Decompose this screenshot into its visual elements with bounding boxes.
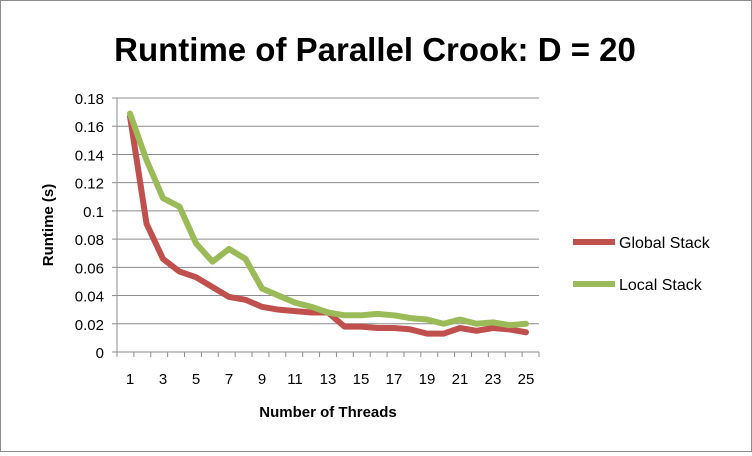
x-tick-label: 17 <box>386 371 403 388</box>
x-tick-label: 25 <box>518 371 535 388</box>
x-tick-label: 15 <box>353 371 370 388</box>
y-tick-label: 0.18 <box>75 91 104 108</box>
y-tick-label: 0.04 <box>75 289 104 306</box>
x-tick-label: 21 <box>452 371 469 388</box>
x-tick-label: 19 <box>419 371 436 388</box>
legend: Global Stack Local Stack <box>573 235 711 294</box>
y-tick-label: 0.02 <box>75 317 104 334</box>
y-tick-label: 0.12 <box>75 176 104 193</box>
y-tick-label: 0.06 <box>75 260 104 277</box>
x-tick-label: 3 <box>159 371 167 388</box>
axes <box>112 97 540 357</box>
series-line-2 <box>127 110 529 329</box>
y-axis-label: Runtime (s) <box>40 184 57 267</box>
series-lines <box>127 110 529 337</box>
x-tick-label: 11 <box>287 371 303 388</box>
x-tick-label: 1 <box>126 371 134 388</box>
y-tick-label: 0.08 <box>75 232 104 249</box>
x-axis-label: Number of Threads <box>259 404 397 421</box>
x-tick-label: 5 <box>192 371 200 388</box>
x-tick-labels: 1 3 5 7 9 11 13 15 17 19 21 23 25 <box>126 371 535 388</box>
y-tick-labels: 0 0.02 0.04 0.06 0.08 0.1 0.12 0.14 0.16 0.18 <box>75 91 104 362</box>
y-tick-label: 0 <box>96 345 104 362</box>
y-tick-label: 0.16 <box>75 119 104 136</box>
legend-label: Global Stack <box>619 235 711 252</box>
x-tick-label: 13 <box>320 371 337 388</box>
legend-label: Local Stack <box>619 277 703 294</box>
chart-title: Runtime of Parallel Crook: D = 20 <box>114 31 636 68</box>
x-tick-label: 9 <box>258 371 266 388</box>
x-tick-label: 7 <box>225 371 233 388</box>
y-tick-label: 0.14 <box>75 147 104 164</box>
x-tick-label: 23 <box>485 371 502 388</box>
y-tick-label: 0.1 <box>83 204 104 221</box>
gridlines <box>117 97 539 325</box>
